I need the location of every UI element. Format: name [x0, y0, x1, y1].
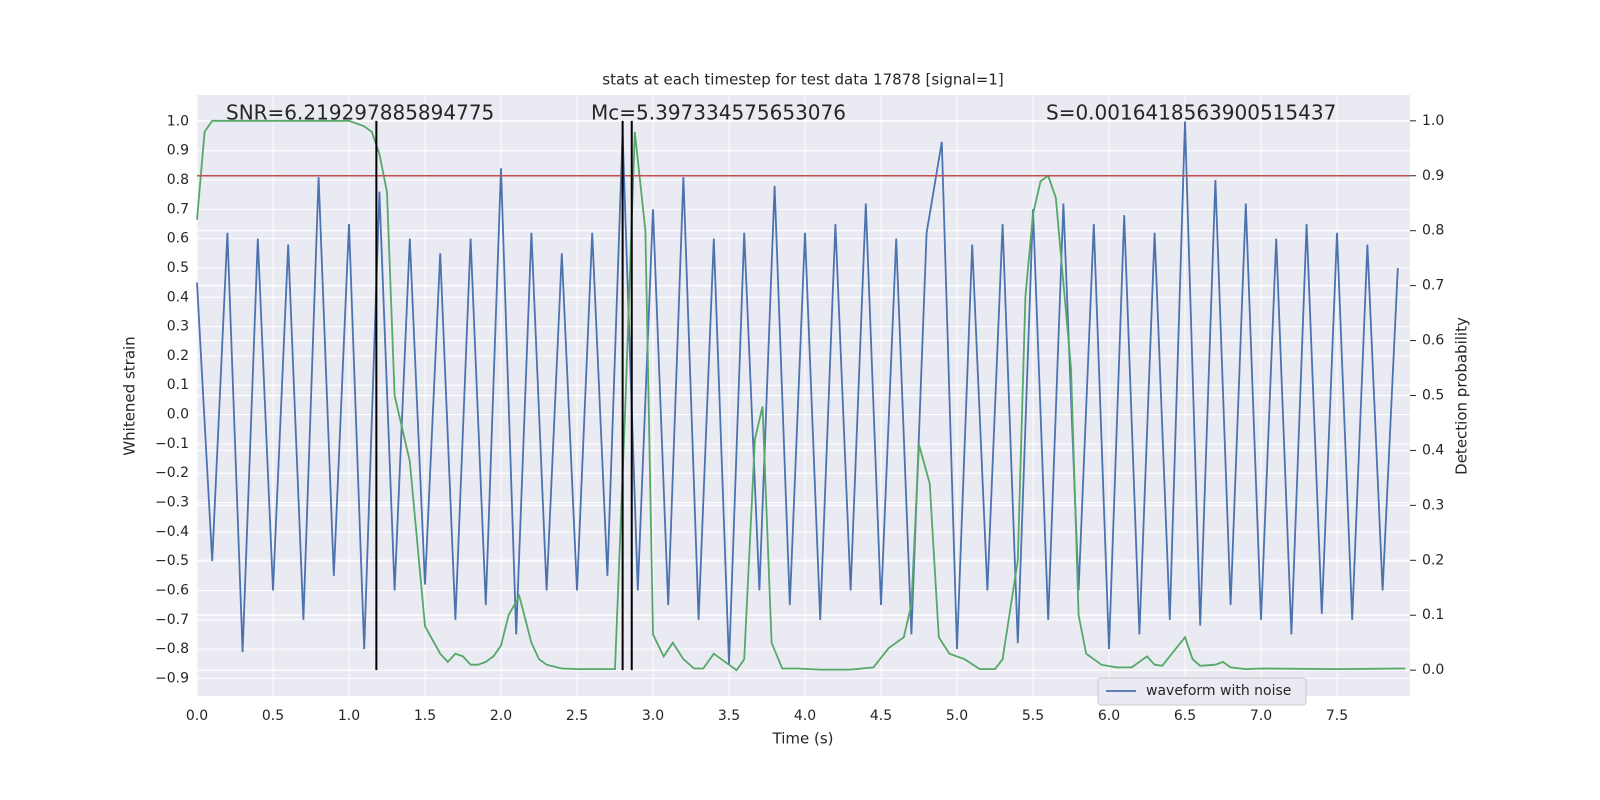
x-tick-label: 7.0: [1250, 708, 1272, 724]
y2-tick-label: 0.6: [1422, 333, 1444, 349]
y-tick-label: 0.7: [167, 201, 189, 217]
y-tick-label: 0.8: [167, 172, 189, 188]
y2-tick-label: 0.2: [1422, 552, 1444, 568]
x-tick-label: 4.5: [870, 708, 892, 724]
annotation: Mc=5.397334575653076: [591, 101, 846, 125]
y2-tick-label: 0.9: [1422, 168, 1444, 184]
legend-box: [1097, 677, 1307, 706]
series-line: [196, 119, 1406, 672]
y2-tick-label: 0.5: [1422, 388, 1444, 404]
y-tick-label: 0.2: [167, 348, 189, 364]
y-tick-label: −0.9: [155, 670, 189, 686]
x-tick-label: 6.0: [1098, 708, 1120, 724]
y2-tick-label: 0.0: [1422, 662, 1444, 678]
marks: [196, 119, 1410, 672]
x-tick-label: 5.0: [946, 708, 968, 724]
annotation: S=0.0016418563900515437: [1046, 101, 1336, 125]
y2-tick-label: 0.1: [1422, 607, 1444, 623]
legend-label: waveform with noise: [1146, 683, 1291, 699]
y-tick-label: 0.9: [167, 143, 189, 159]
y-tick-label: −0.2: [155, 465, 189, 481]
y-tick-label: 1.0: [167, 113, 189, 129]
y-tick-label: 0.1: [167, 377, 189, 393]
legend: waveform with noise: [1097, 677, 1307, 706]
y-tick-label: −0.8: [155, 641, 189, 657]
y-tick-label: 0.4: [167, 289, 189, 305]
y2-axis-label: Detection probability: [1453, 317, 1471, 475]
y-tick-label: 0.6: [167, 231, 189, 247]
y-tick-label: 0.0: [167, 407, 189, 423]
x-tick-label: 6.5: [1174, 708, 1196, 724]
y2-tick-label: 1.0: [1422, 113, 1444, 129]
x-tick-label: 0.0: [186, 708, 208, 724]
y-axis-label: Whitened strain: [121, 336, 139, 455]
y-tick-label: −0.4: [155, 524, 189, 540]
x-tick-label: 1.0: [338, 708, 360, 724]
x-axis-label: Time (s): [772, 730, 834, 748]
y-tick-label: −0.1: [155, 436, 189, 452]
y-tick-label: −0.7: [155, 612, 189, 628]
chart-title: stats at each timestep for test data 178…: [602, 71, 1003, 89]
annotation: SNR=6.219297885894775: [226, 101, 494, 125]
x-tick-label: 5.5: [1022, 708, 1044, 724]
y-tick-label: −0.3: [155, 495, 189, 511]
x-tick-label: 2.0: [490, 708, 512, 724]
x-tick-label: 3.0: [642, 708, 664, 724]
x-tick-label: 4.0: [794, 708, 816, 724]
y2-tick-label: 0.8: [1422, 223, 1444, 239]
series-line: [196, 121, 1399, 664]
x-tick-label: 7.5: [1326, 708, 1348, 724]
x-tick-label: 3.5: [718, 708, 740, 724]
y2-tick-label: 0.3: [1422, 497, 1444, 513]
x-tick-label: 0.5: [262, 708, 284, 724]
y2-tick-label: 0.7: [1422, 278, 1444, 294]
y-tick-label: 0.5: [167, 260, 189, 276]
y2-tick-label: 0.4: [1422, 442, 1444, 458]
y-tick-label: 0.3: [167, 319, 189, 335]
x-tick-label: 2.5: [566, 708, 588, 724]
x-tick-label: 1.5: [414, 708, 436, 724]
y-tick-label: −0.5: [155, 553, 189, 569]
y-tick-label: −0.6: [155, 582, 189, 598]
